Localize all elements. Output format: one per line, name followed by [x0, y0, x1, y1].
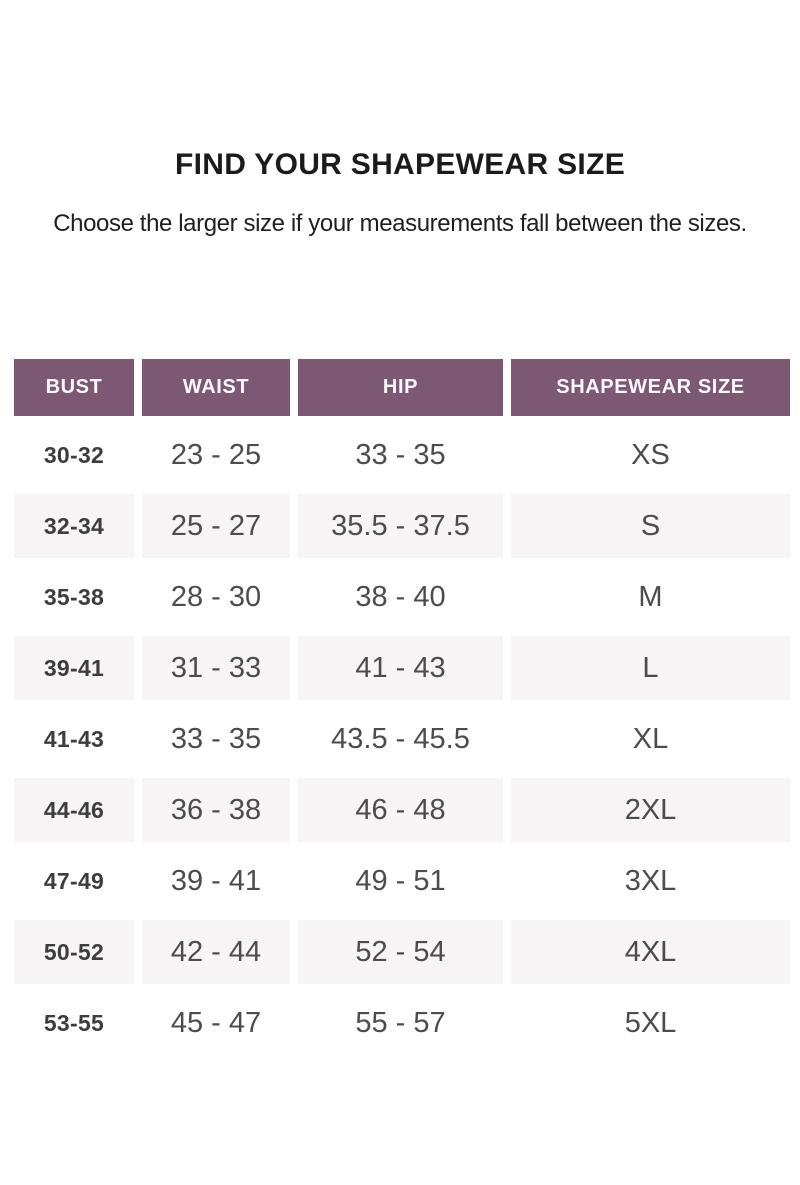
bust-cell: 53-55	[43, 1009, 105, 1036]
column-header-waist: WAIST	[142, 359, 290, 416]
size-cell: M	[638, 580, 663, 613]
waist-cell: 23 - 25	[170, 438, 262, 471]
bust-cell: 35-38	[43, 583, 105, 610]
hip-cell: 52 - 54	[298, 920, 503, 984]
column-header-bust: BUST	[14, 359, 134, 416]
size-cell: 2XL	[511, 778, 790, 842]
bust-cell: 44-46	[14, 778, 134, 842]
size-cell: L	[511, 636, 790, 700]
size-cell: 4XL	[511, 920, 790, 984]
column-header-hip: HIP	[298, 359, 503, 416]
hip-cell: 38 - 40	[355, 580, 446, 613]
hip-cell: 35.5 - 37.5	[298, 494, 503, 558]
bust-cell: 41-43	[43, 725, 105, 752]
size-cell: XL	[632, 722, 669, 755]
page-title: FIND YOUR SHAPEWEAR SIZE	[174, 148, 626, 181]
bust-cell: 32-34	[14, 494, 134, 558]
bust-cell: 47-49	[43, 867, 105, 894]
bust-cell: 50-52	[14, 920, 134, 984]
page-subtitle: Choose the larger size if your measureme…	[53, 210, 747, 237]
waist-cell: 28 - 30	[170, 580, 262, 613]
hip-cell: 46 - 48	[298, 778, 503, 842]
hip-cell: 43.5 - 45.5	[331, 722, 470, 755]
size-cell: XS	[631, 438, 670, 471]
hip-cell: 49 - 51	[355, 864, 446, 897]
size-cell: 3XL	[624, 864, 677, 897]
waist-cell: 45 - 47	[170, 1006, 262, 1039]
size-chart-table: BUST WAIST HIP SHAPEWEAR SIZE 30-32 23 -…	[14, 359, 790, 1055]
waist-cell: 36 - 38	[142, 778, 290, 842]
column-header-shapewear-size: SHAPEWEAR SIZE	[511, 359, 790, 416]
hip-cell: 41 - 43	[298, 636, 503, 700]
size-cell: 5XL	[624, 1006, 677, 1039]
waist-cell: 33 - 35	[170, 722, 262, 755]
waist-cell: 42 - 44	[142, 920, 290, 984]
bust-cell: 39-41	[14, 636, 134, 700]
waist-cell: 25 - 27	[142, 494, 290, 558]
hip-cell: 33 - 35	[355, 438, 446, 471]
waist-cell: 31 - 33	[142, 636, 290, 700]
bust-cell: 30-32	[43, 441, 105, 468]
hip-cell: 55 - 57	[355, 1006, 446, 1039]
waist-cell: 39 - 41	[170, 864, 262, 897]
size-cell: S	[511, 494, 790, 558]
